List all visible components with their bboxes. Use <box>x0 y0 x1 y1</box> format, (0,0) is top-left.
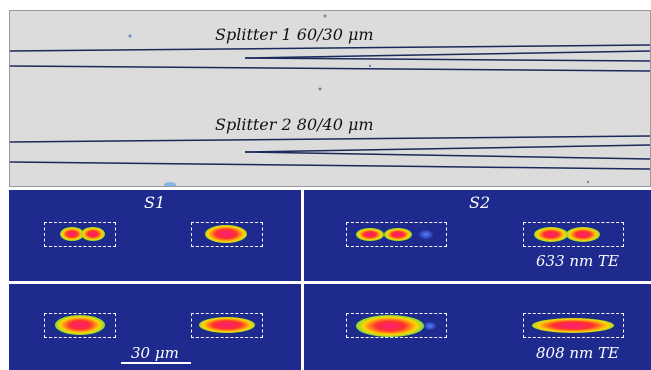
speck <box>323 14 327 18</box>
wavelength-label-633: 633 nm TE <box>536 252 620 270</box>
mode-box-right <box>191 313 263 338</box>
speck <box>586 180 590 184</box>
mode-spot <box>532 318 614 333</box>
speck <box>368 64 372 68</box>
mode-spot <box>534 227 568 242</box>
splitter1-input-top <box>10 44 650 52</box>
col-left-title: S1 <box>144 193 166 212</box>
splitter1-label: Splitter 1 60/30 μm <box>215 25 374 44</box>
mode-panel-s2-633: S2 633 nm TE <box>304 190 651 281</box>
mode-box-left <box>44 222 116 247</box>
mode-spot <box>419 230 433 239</box>
splitter1-input-bottom <box>10 65 650 72</box>
mode-box-right <box>523 313 624 338</box>
scale-bar <box>121 362 191 364</box>
mode-spot <box>424 322 436 330</box>
speck <box>318 87 322 91</box>
splitter1-branch-a <box>244 50 650 59</box>
mode-box-left <box>346 222 447 247</box>
splitter2-input-bottom <box>10 161 650 170</box>
mode-spot <box>55 315 105 335</box>
wavelength-label-808: 808 nm TE <box>536 344 620 362</box>
splitter1-branch-b <box>244 57 650 62</box>
splitter2-branch-a <box>244 144 650 153</box>
mode-box-right <box>191 222 263 247</box>
scale-label: 30 μm <box>131 344 179 362</box>
waveguide-lines <box>10 14 650 186</box>
mode-spot <box>384 228 412 241</box>
splitter2-branch-b <box>244 151 650 160</box>
mode-panel-s2-808: 808 nm TE <box>304 284 651 370</box>
col-right-title: S2 <box>469 193 491 212</box>
mode-spot <box>205 225 247 243</box>
splitter2-label: Splitter 2 80/40 μm <box>215 115 374 134</box>
mode-spot <box>356 315 424 337</box>
mode-panel-s1-808: 30 μm <box>9 284 301 370</box>
mode-spot <box>81 227 105 241</box>
mode-box-right <box>523 222 624 247</box>
mode-spot <box>356 228 384 241</box>
mode-spot <box>566 227 600 242</box>
splitter2-input-top <box>10 135 650 143</box>
mode-spot <box>60 227 84 241</box>
mode-box-left <box>346 313 447 338</box>
mode-panel-s1-633: S1 <box>9 190 301 281</box>
mode-spot <box>199 317 255 333</box>
speck <box>164 182 176 186</box>
speck <box>128 34 132 38</box>
waveguide-micrograph: Splitter 1 60/30 μm Splitter 2 80/40 μm <box>9 10 651 187</box>
mode-box-left <box>44 313 116 338</box>
